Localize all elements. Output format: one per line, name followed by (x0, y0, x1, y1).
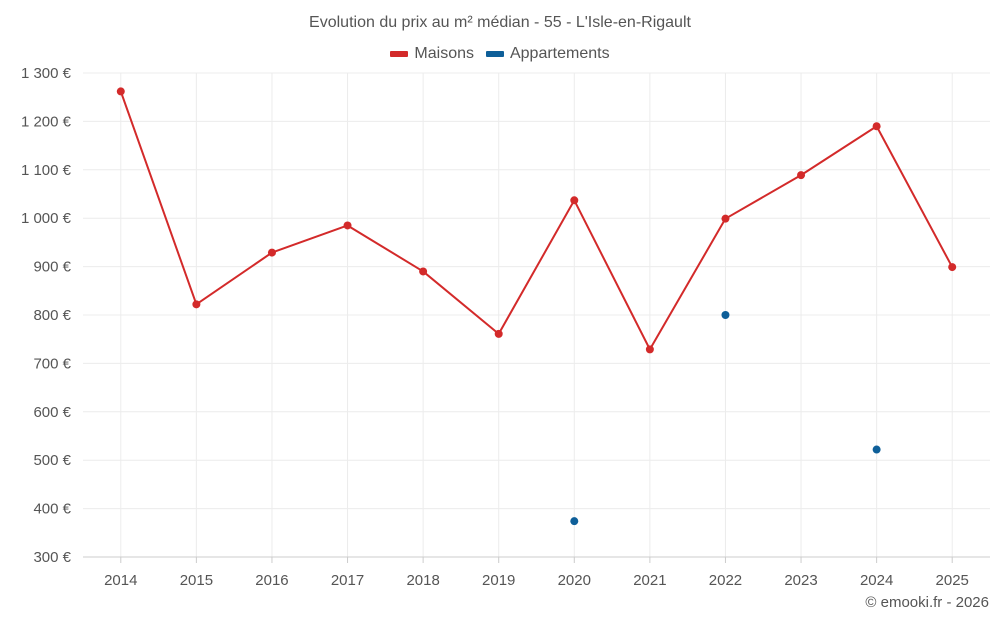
credit-text: © emooki.fr - 2026 (865, 594, 989, 611)
data-point-maisons[interactable] (116, 87, 125, 96)
legend-label-appartements: Appartements (509, 45, 610, 62)
data-point-maisons[interactable] (721, 214, 730, 223)
legend: Maisons Appartements (0, 45, 1000, 63)
data-point-maisons[interactable] (645, 345, 654, 354)
legend-label-maisons: Maisons (414, 45, 474, 62)
y-tick-label: 600 € (33, 404, 71, 421)
y-tick-label: 1 300 € (21, 65, 72, 82)
x-tick-label: 2015 (180, 572, 213, 589)
y-tick-label: 1 000 € (21, 210, 72, 227)
y-tick-label: 1 100 € (21, 162, 72, 179)
legend-swatch-maisons (390, 51, 409, 57)
y-tick-label: 800 € (33, 307, 71, 324)
data-point-appartements[interactable] (570, 517, 579, 526)
series-line-maisons (119, 91, 954, 351)
y-tick-label: 500 € (33, 452, 71, 469)
x-tick-label: 2014 (104, 572, 137, 589)
data-point-maisons[interactable] (872, 122, 881, 131)
data-point-maisons[interactable] (192, 300, 201, 309)
y-tick-label: 300 € (33, 549, 71, 566)
legend-item-maisons[interactable]: Maisons (390, 45, 474, 63)
y-tick-label: 900 € (33, 259, 71, 276)
axes: 300 € 400 € 500 € 600 € 700 € 800 € 900 € 1 000… (21, 65, 990, 589)
data-point-appartements[interactable] (872, 445, 881, 454)
chart-title: Evolution du prix au m² médian - 55 - L'… (309, 14, 691, 31)
x-tick-label: 2018 (406, 572, 439, 589)
x-tick-label: 2016 (255, 572, 288, 589)
y-tick-label: 400 € (33, 501, 71, 518)
x-tick-label: 2024 (860, 572, 893, 589)
x-tick-label: 2021 (633, 572, 666, 589)
y-tick-label: 700 € (33, 355, 71, 372)
legend-item-appartements[interactable]: Appartements (485, 45, 610, 63)
data-point-maisons[interactable] (570, 196, 579, 205)
data-point-maisons[interactable] (343, 221, 352, 230)
data-point-maisons[interactable] (948, 263, 957, 272)
x-tick-label: 2025 (936, 572, 969, 589)
x-tick-label: 2023 (784, 572, 817, 589)
data-point-maisons[interactable] (797, 171, 806, 180)
grid (83, 72, 990, 557)
x-tick-label: 2017 (331, 572, 364, 589)
legend-swatch-appartements (485, 51, 504, 57)
data-point-maisons[interactable] (267, 248, 276, 257)
data-point-maisons[interactable] (494, 329, 503, 338)
series (116, 87, 957, 526)
data-point-appartements[interactable] (721, 311, 730, 319)
y-tick-label: 1 200 € (21, 113, 72, 130)
data-point-maisons[interactable] (419, 267, 428, 276)
x-tick-label: 2022 (709, 572, 742, 589)
x-tick-label: 2020 (558, 572, 591, 589)
x-tick-label: 2019 (482, 572, 515, 589)
